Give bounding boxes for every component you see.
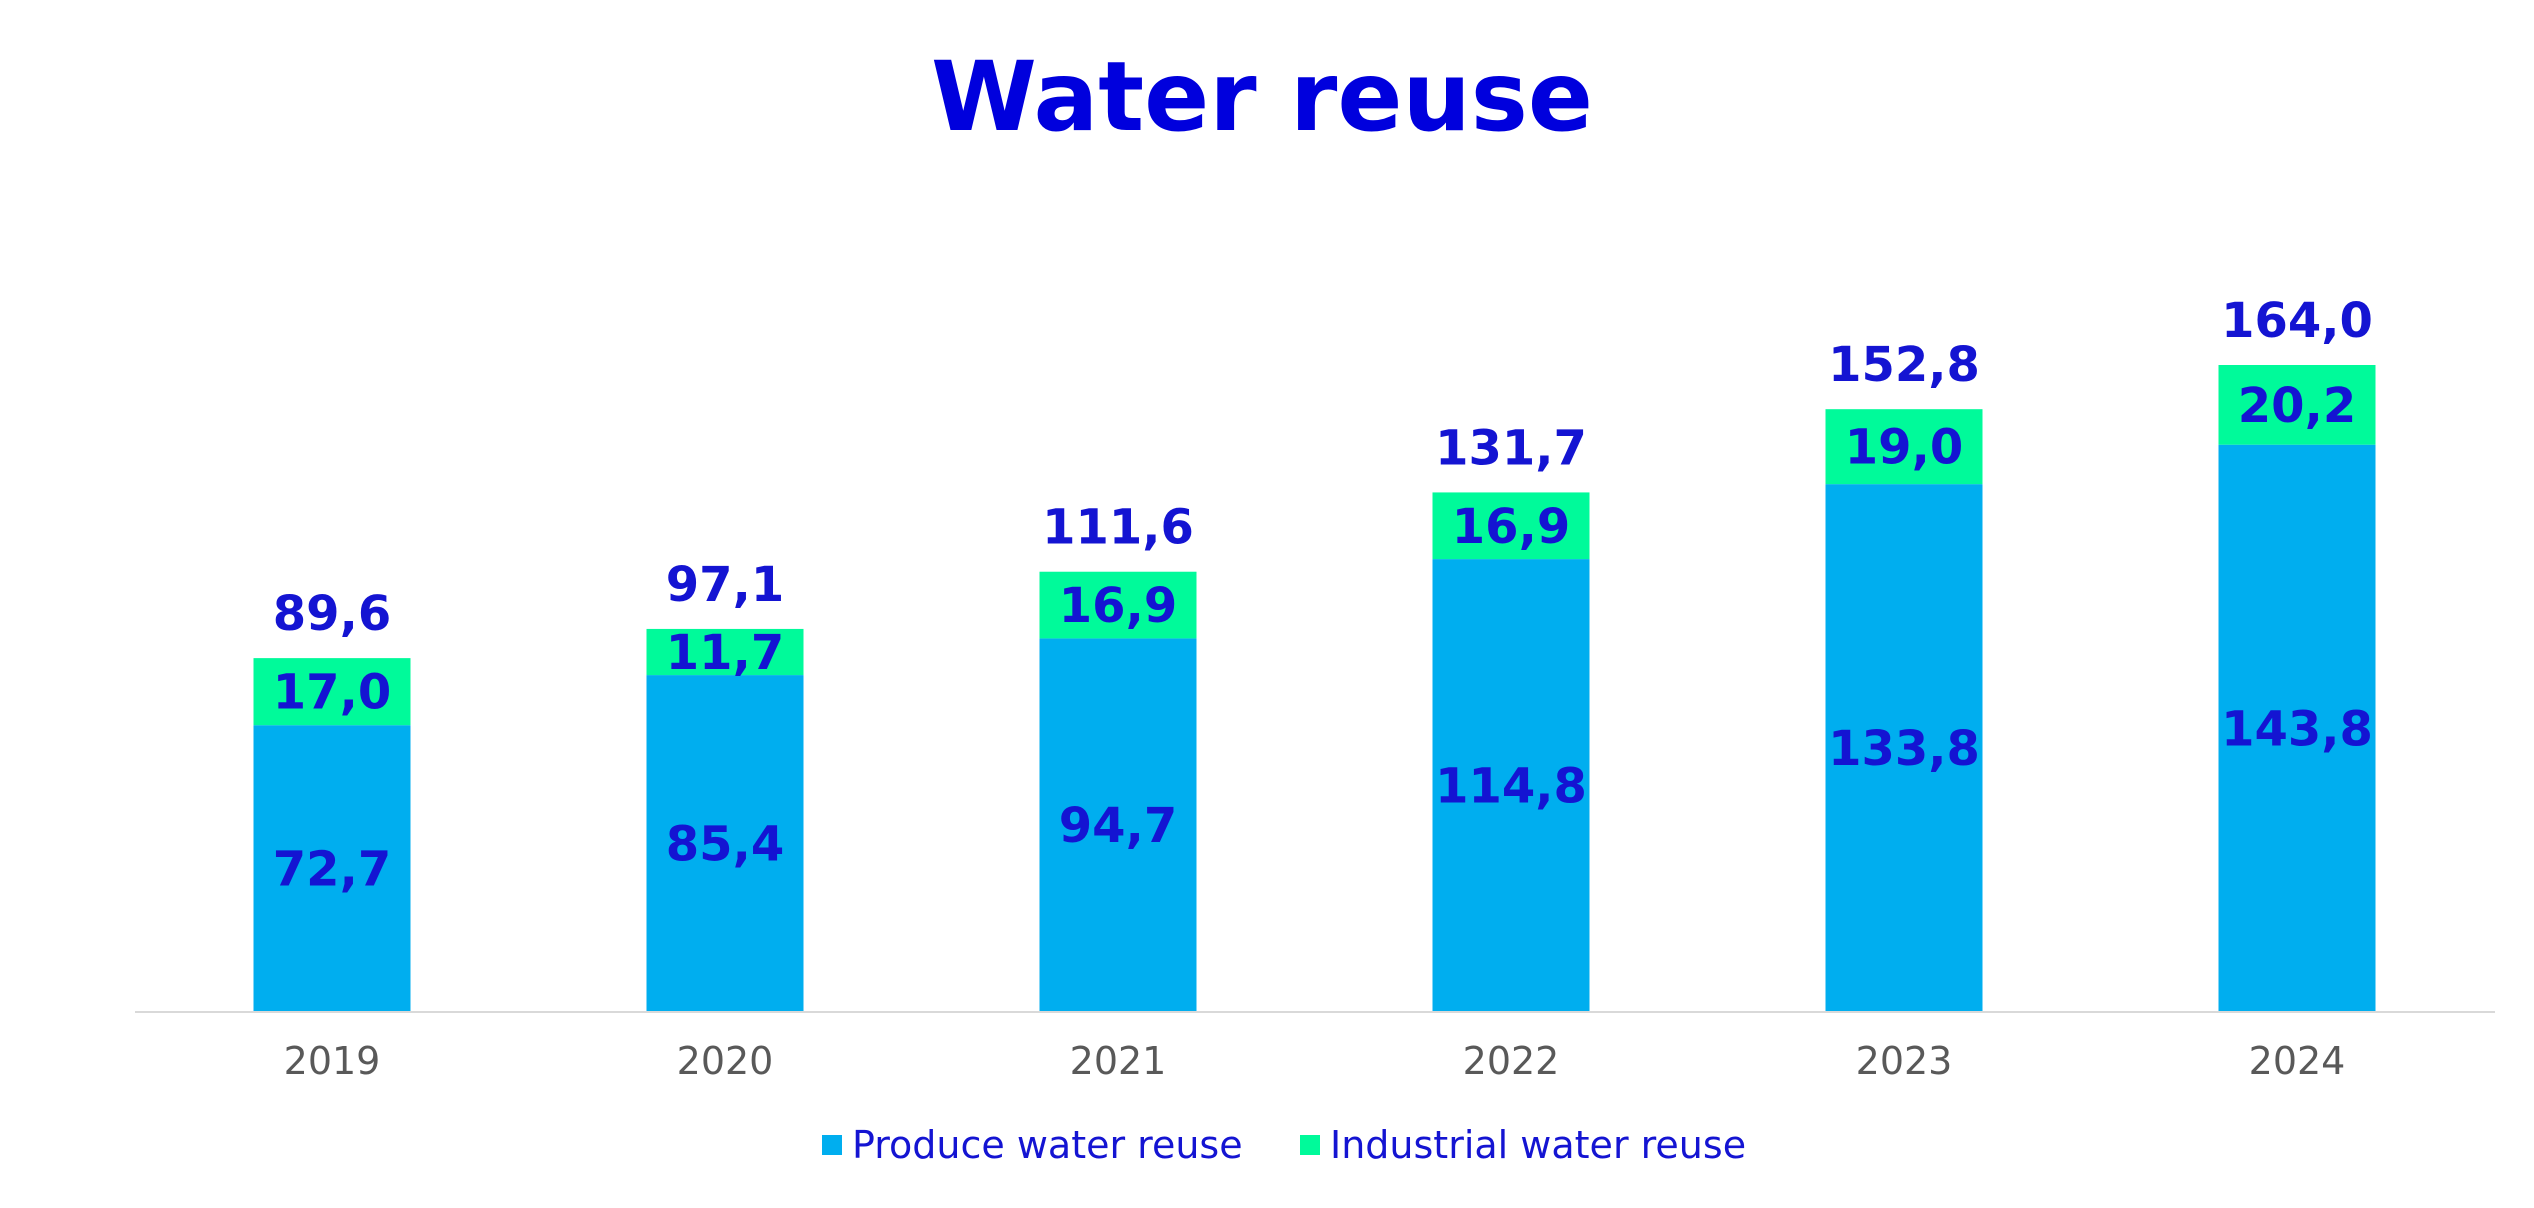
x-tick-2023: 2023 — [1856, 1039, 1953, 1083]
bar-industrial-2023 — [1825, 409, 1983, 485]
label-produce-2022: 114,8 — [1435, 759, 1587, 815]
label-industrial-2019: 17,0 — [273, 665, 391, 721]
bar-produce-2020 — [646, 675, 804, 1012]
total-label-2021: 111,6 — [1042, 500, 1194, 556]
label-produce-2024: 143,8 — [2221, 701, 2373, 757]
bar-produce-2024 — [2218, 444, 2376, 1012]
bar-produce-2023 — [1825, 484, 1983, 1012]
legend: Produce water reuse Industrial water reus… — [822, 1123, 1746, 1167]
bar-industrial-2021 — [1039, 571, 1197, 639]
total-label-2019: 89,6 — [273, 586, 391, 642]
x-tick-labels: 2019 2020 2021 2022 2023 2024 — [284, 1039, 2346, 1083]
x-tick-2019: 2019 — [284, 1039, 381, 1083]
bar-industrial-2022 — [1432, 492, 1590, 560]
label-industrial-2022: 16,9 — [1452, 499, 1570, 555]
label-industrial-2020: 11,7 — [666, 625, 784, 681]
total-label-2020: 97,1 — [666, 557, 784, 613]
label-produce-2021: 94,7 — [1059, 798, 1177, 854]
x-tick-2022: 2022 — [1463, 1039, 1560, 1083]
legend-swatch-industrial — [1300, 1135, 1320, 1155]
bar-industrial-2024 — [2218, 365, 2376, 445]
bar-produce-2022 — [1432, 559, 1590, 1012]
chart-title: Water reuse — [931, 41, 1593, 153]
total-label-2023: 152,8 — [1828, 337, 1980, 393]
label-produce-2019: 72,7 — [273, 842, 391, 898]
bar-industrial-2020 — [646, 628, 804, 676]
total-label-2022: 131,7 — [1435, 420, 1587, 476]
label-industrial-2023: 19,0 — [1845, 420, 1963, 476]
label-industrial-2021: 16,9 — [1059, 578, 1177, 634]
legend-label-produce: Produce water reuse — [852, 1123, 1243, 1167]
label-produce-2023: 133,8 — [1828, 721, 1980, 777]
x-tick-2024: 2024 — [2249, 1039, 2346, 1083]
label-produce-2020: 85,4 — [666, 817, 784, 873]
x-tick-2021: 2021 — [1070, 1039, 1167, 1083]
legend-swatch-produce — [822, 1135, 842, 1155]
x-tick-2020: 2020 — [677, 1039, 774, 1083]
legend-label-industrial: Industrial water reuse — [1330, 1123, 1746, 1167]
label-industrial-2024: 20,2 — [2238, 378, 2356, 434]
bar-produce-2019 — [253, 725, 411, 1012]
bar-industrial-2019 — [253, 658, 411, 726]
bar-produce-2021 — [1039, 638, 1197, 1012]
bars-layer: 72,7 17,0 89,6 85,4 11,7 97,1 94,7 16,9 111,6 114… — [253, 293, 2376, 1012]
total-label-2024: 164,0 — [2221, 293, 2373, 349]
